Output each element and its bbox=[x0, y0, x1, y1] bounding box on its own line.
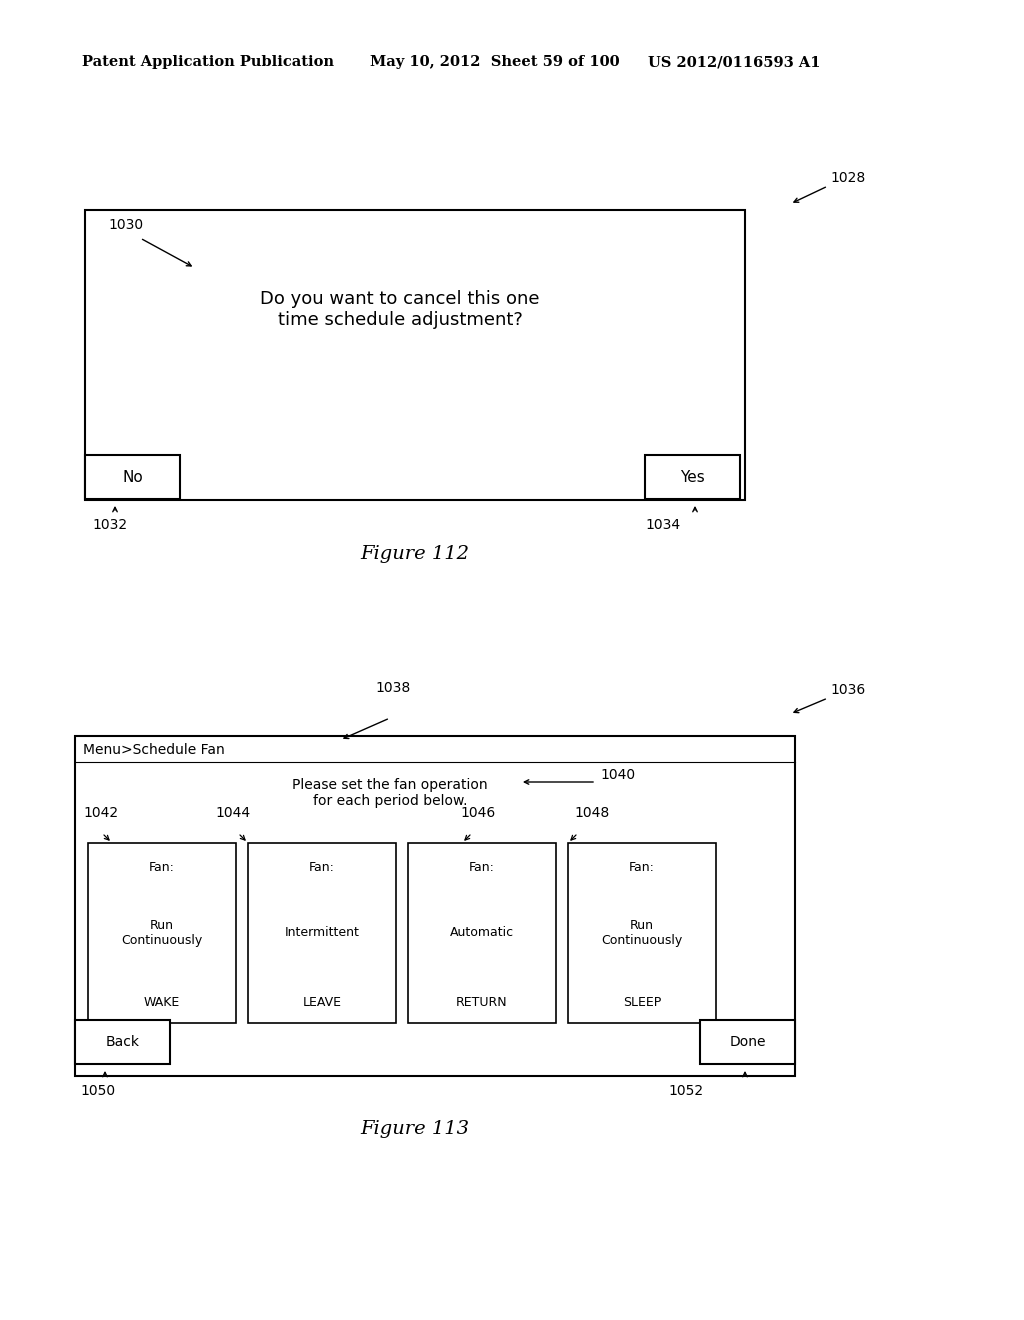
Text: May 10, 2012  Sheet 59 of 100: May 10, 2012 Sheet 59 of 100 bbox=[370, 55, 620, 69]
Text: 1052: 1052 bbox=[668, 1084, 703, 1098]
Bar bbox=[75, 737, 795, 1076]
Text: Please set the fan operation
for each period below.: Please set the fan operation for each pe… bbox=[292, 777, 487, 808]
Text: 1040: 1040 bbox=[600, 768, 635, 781]
Text: Do you want to cancel this one
time schedule adjustment?: Do you want to cancel this one time sche… bbox=[260, 290, 540, 329]
Text: WAKE: WAKE bbox=[144, 997, 180, 1008]
Text: Run
Continuously: Run Continuously bbox=[601, 919, 683, 946]
Bar bbox=[700, 1020, 795, 1064]
Text: 1042: 1042 bbox=[83, 807, 118, 820]
Text: 1046: 1046 bbox=[460, 807, 496, 820]
Text: Yes: Yes bbox=[680, 470, 705, 484]
Text: 1038: 1038 bbox=[375, 681, 411, 696]
Bar bbox=[568, 843, 716, 1023]
Text: 1044: 1044 bbox=[215, 807, 250, 820]
Bar bbox=[85, 455, 180, 499]
Bar bbox=[248, 843, 396, 1023]
Text: Fan:: Fan: bbox=[309, 861, 335, 874]
Text: Figure 112: Figure 112 bbox=[360, 545, 469, 564]
Text: No: No bbox=[122, 470, 143, 484]
Text: Automatic: Automatic bbox=[450, 927, 514, 940]
Text: RETURN: RETURN bbox=[456, 997, 508, 1008]
Text: Back: Back bbox=[105, 1035, 139, 1049]
Text: SLEEP: SLEEP bbox=[623, 997, 662, 1008]
Text: Menu>Schedule Fan: Menu>Schedule Fan bbox=[83, 743, 224, 756]
Text: Fan:: Fan: bbox=[629, 861, 655, 874]
Text: US 2012/0116593 A1: US 2012/0116593 A1 bbox=[648, 55, 820, 69]
Text: Intermittent: Intermittent bbox=[285, 927, 359, 940]
Text: Fan:: Fan: bbox=[150, 861, 175, 874]
Text: 1050: 1050 bbox=[80, 1084, 115, 1098]
Text: Done: Done bbox=[729, 1035, 766, 1049]
Text: Patent Application Publication: Patent Application Publication bbox=[82, 55, 334, 69]
Bar bbox=[88, 843, 236, 1023]
Bar bbox=[75, 1020, 170, 1064]
Bar bbox=[408, 843, 556, 1023]
Bar bbox=[645, 455, 740, 499]
Text: Run
Continuously: Run Continuously bbox=[122, 919, 203, 946]
Text: Fan:: Fan: bbox=[469, 861, 495, 874]
Text: 1028: 1028 bbox=[830, 172, 865, 185]
Text: 1030: 1030 bbox=[108, 218, 143, 232]
Text: 1032: 1032 bbox=[92, 517, 127, 532]
Bar bbox=[85, 210, 745, 500]
Text: 1036: 1036 bbox=[830, 682, 865, 697]
Text: 1034: 1034 bbox=[645, 517, 680, 532]
Text: Figure 113: Figure 113 bbox=[360, 1119, 469, 1138]
Text: LEAVE: LEAVE bbox=[302, 997, 341, 1008]
Text: 1048: 1048 bbox=[574, 807, 609, 820]
